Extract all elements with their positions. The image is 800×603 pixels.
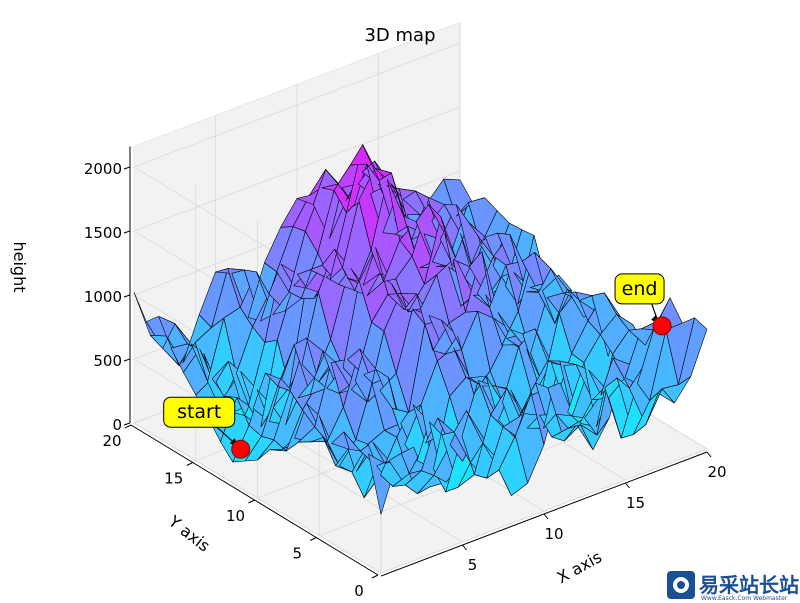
x-tick-mark: [543, 513, 549, 520]
z-tick-label: 500: [93, 352, 122, 370]
annotation-label: end: [622, 278, 658, 300]
x-tick-label: 15: [626, 494, 645, 512]
surface-face: [678, 317, 708, 386]
annotation-label: start: [177, 401, 221, 423]
surface-mesh: [133, 144, 708, 515]
annotation-marker: [652, 316, 672, 336]
y-tick-mark: [248, 499, 255, 504]
x-axis-label: X axis: [554, 547, 605, 587]
annotations: start end: [163, 273, 672, 459]
z-tick-mark: [123, 358, 131, 362]
y-axis-label: Y axis: [164, 511, 213, 555]
z-tick-mark: [123, 294, 131, 298]
z-tick-mark: [123, 230, 131, 234]
z-axis-label: height: [10, 242, 29, 293]
z-tick-label: 1000: [84, 288, 122, 306]
annotation-marker: [231, 439, 251, 459]
x-tick-mark: [625, 482, 630, 489]
y-tick-mark: [371, 574, 379, 579]
z-tick-label: 1500: [84, 224, 122, 242]
y-tick-label: 5: [292, 545, 302, 563]
watermark-text: 易采站长站: [699, 573, 799, 597]
watermark-subtext: Www.Easck.Com Webmaster: [701, 595, 788, 602]
z-tick-label: 0: [112, 416, 122, 434]
y-tick-label: 10: [226, 507, 245, 525]
y-tick-label: 15: [164, 470, 183, 488]
x-tick-label: 20: [707, 463, 726, 481]
chart-title: 3D map: [364, 25, 435, 46]
x-tick-mark: [462, 544, 467, 551]
floor-grid-y: [380, 448, 708, 574]
watermark: 易采站长站 Www.Easck.Com Webmaster: [667, 571, 799, 602]
z-tick-label: 2000: [84, 160, 122, 178]
y-tick-mark: [186, 462, 193, 466]
y-tick-mark: [310, 537, 317, 541]
z-tick-mark: [123, 166, 131, 170]
z-tick-mark: [123, 422, 131, 426]
annotation-box: [163, 396, 236, 428]
y-tick-label: 20: [102, 432, 121, 450]
x-tick-label: 10: [544, 525, 563, 543]
y-tick-label: 0: [354, 582, 364, 600]
x-tick-label: 5: [468, 556, 478, 574]
y-tick-mark: [124, 424, 132, 429]
annotation-box: [614, 273, 665, 305]
x-tick-mark: [706, 451, 712, 458]
